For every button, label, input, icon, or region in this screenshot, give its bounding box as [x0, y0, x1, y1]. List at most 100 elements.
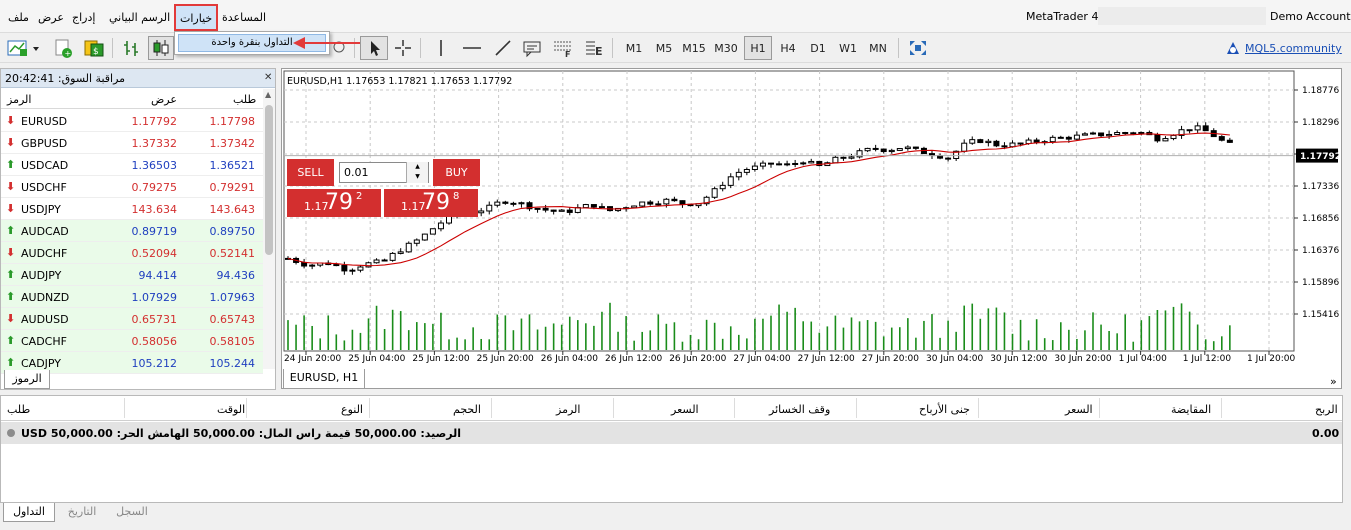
col-ask-header[interactable]: طلب [233, 93, 257, 106]
market-watch-row[interactable]: ⬆ AUDCAD 0.89719 0.89750 [1, 220, 263, 242]
col-bid-header[interactable]: عرض [151, 93, 177, 106]
candle-body [1130, 132, 1137, 135]
lot-spinner[interactable]: ▲ ▼ [406, 162, 428, 183]
timeframe-m15-button[interactable]: M15 [682, 41, 706, 55]
market-watch-row[interactable]: ⬆ AUDJPY 94.414 94.436 [1, 264, 263, 286]
price-label: 1.16856 [1302, 214, 1339, 224]
close-icon[interactable]: ✕ [264, 72, 273, 83]
mql5-community-link[interactable]: MQL5.community [1245, 42, 1342, 55]
bar-chart-button[interactable] [120, 36, 144, 60]
menu-help[interactable]: المساعدة [222, 11, 267, 24]
buy-button[interactable]: BUY [433, 159, 480, 186]
timeframe-h4-button[interactable]: H4 [780, 41, 796, 55]
market-watch-row[interactable]: ⬆ AUDNZD 1.07929 1.07963 [1, 286, 263, 308]
bid-price: 1.37332 [131, 137, 178, 150]
cursor-icon [371, 41, 380, 56]
market-watch-row[interactable]: ⬇ GBPUSD 1.37332 1.37342 [1, 132, 263, 154]
time-label: 27 Jun 04:00 [733, 354, 790, 364]
fullscreen-icon [910, 41, 926, 55]
col-symbol-header[interactable]: الرمز [7, 93, 32, 106]
terminal-col-header[interactable]: الوقت [217, 403, 246, 416]
market-watch-scrollbar[interactable]: ▲ [263, 89, 275, 369]
menu-insert[interactable]: إدراج [72, 11, 96, 24]
market-watch-row[interactable]: ⬇ EURUSD 1.17792 1.17798 [1, 110, 263, 132]
terminal-col-header[interactable]: الربح [1315, 403, 1338, 416]
candlestick-chart-button[interactable] [148, 36, 174, 60]
terminal-col-header[interactable]: السعر [671, 403, 699, 416]
market-watch-row[interactable]: ⬆ CADJPY 105.212 105.244 [1, 352, 263, 374]
market-watch-row[interactable]: ⬇ AUDCHF 0.52094 0.52141 [1, 242, 263, 264]
fib-expansion-icon: E [586, 41, 603, 58]
market-watch-row[interactable]: ⬇ USDCHF 0.79275 0.79291 [1, 176, 263, 198]
candle-body [1226, 139, 1233, 143]
current-price-label: 1.17792 [1300, 152, 1341, 162]
timeframe-w1-button[interactable]: W1 [839, 41, 857, 55]
fibonacci-expansion-button[interactable]: E [582, 36, 606, 60]
price-label: 1.17336 [1302, 182, 1339, 192]
tab-history[interactable]: التاريخ [67, 505, 97, 518]
candle-body [1081, 133, 1088, 136]
collapse-arrows-icon[interactable]: » [1330, 375, 1337, 388]
market-watch-row[interactable]: ⬆ CADCHF 0.58056 0.58105 [1, 330, 263, 352]
menu-options[interactable]: خيارات [174, 4, 219, 31]
timeframe-m1-button[interactable]: M1 [625, 41, 643, 55]
sell-button[interactable]: SELL [287, 159, 334, 186]
terminal-col-header[interactable]: المقايضة [1171, 403, 1212, 416]
timeframe-h1-button[interactable]: H1 [744, 36, 772, 60]
menu-chart[interactable]: الرسم البياني [109, 11, 171, 24]
candle-body [349, 269, 356, 272]
text-label-button[interactable] [520, 36, 544, 60]
menu-item-one-click-trading[interactable]: التداول بنقرة واحدة [178, 34, 326, 52]
chart-window[interactable]: 1.187761.182961.178161.173361.168561.163… [281, 68, 1342, 389]
market-watch-row[interactable]: ⬇ AUDUSD 0.65731 0.65743 [1, 308, 263, 330]
new-chart-button[interactable] [6, 36, 40, 60]
menu-file[interactable]: ملف [8, 11, 29, 24]
timeframe-d1-button[interactable]: D1 [810, 41, 826, 55]
time-label: 27 Jun 12:00 [798, 354, 855, 364]
terminal-col-header[interactable]: وقف الخسائر [769, 403, 831, 416]
candle-body [518, 202, 525, 205]
timeframe-m5-button[interactable]: M5 [655, 41, 673, 55]
account-type: Demo Account [1270, 10, 1351, 23]
crosshair-button[interactable] [392, 36, 414, 60]
terminal-col-header[interactable]: الحجم [453, 403, 481, 416]
trendline-button[interactable] [492, 36, 514, 60]
chart-tab-eurusd-h1[interactable]: EURUSD, H1 [283, 369, 365, 389]
market-watch-toggle-button[interactable]: $ [80, 36, 108, 60]
terminal-col-header[interactable]: جنى الأرباح [919, 403, 970, 416]
price-chart[interactable]: 1.187761.182961.178161.173361.168561.163… [282, 69, 1341, 369]
tab-trade[interactable]: التداول [3, 503, 55, 522]
candle-body [582, 204, 589, 209]
scrollbar-thumb[interactable] [265, 105, 273, 255]
candle-body [1106, 133, 1113, 137]
terminal-col-header[interactable]: الرمز [556, 403, 581, 416]
candle-body [832, 156, 839, 164]
candle-body [1154, 134, 1161, 142]
horizontal-line-button[interactable] [460, 36, 484, 60]
balance-row[interactable]: USD الرصيد: 50,000.00 قيمة راس المال: 50… [1, 422, 1342, 444]
tab-symbols[interactable]: الرموز [4, 370, 50, 389]
vertical-line-button[interactable] [432, 36, 450, 60]
menu-bar: ملف عرض إدراج الرسم البياني خيارات المسا… [0, 0, 1351, 33]
sell-price-box[interactable]: 1.17 79 2 [287, 189, 381, 217]
candle-body [888, 149, 895, 153]
candle-body [864, 147, 871, 152]
cursor-button[interactable] [360, 36, 388, 60]
redacted-account-id [1098, 7, 1266, 25]
terminal-col-header[interactable]: السعر [1065, 403, 1093, 416]
timeframe-mn-button[interactable]: MN [869, 41, 887, 55]
market-watch-row[interactable]: ⬇ USDJPY 143.634 143.643 [1, 198, 263, 220]
candle-body [1017, 142, 1024, 145]
fullscreen-button[interactable] [906, 36, 930, 60]
terminal-col-header[interactable]: النوع [341, 403, 363, 416]
buy-price-small: 1.17 [401, 200, 426, 213]
tab-journal[interactable]: السجل [116, 505, 148, 518]
market-watch-row[interactable]: ⬆ USDCAD 1.36503 1.36521 [1, 154, 263, 176]
menu-view[interactable]: عرض [38, 11, 64, 24]
terminal-col-header[interactable]: طلب [7, 403, 31, 416]
timeframe-m30-button[interactable]: M30 [714, 41, 738, 55]
profiles-button[interactable]: + [50, 36, 76, 60]
callout-arrow [293, 37, 360, 49]
fibonacci-button[interactable]: F [550, 36, 576, 60]
buy-price-box[interactable]: 1.17 79 8 [384, 189, 478, 217]
